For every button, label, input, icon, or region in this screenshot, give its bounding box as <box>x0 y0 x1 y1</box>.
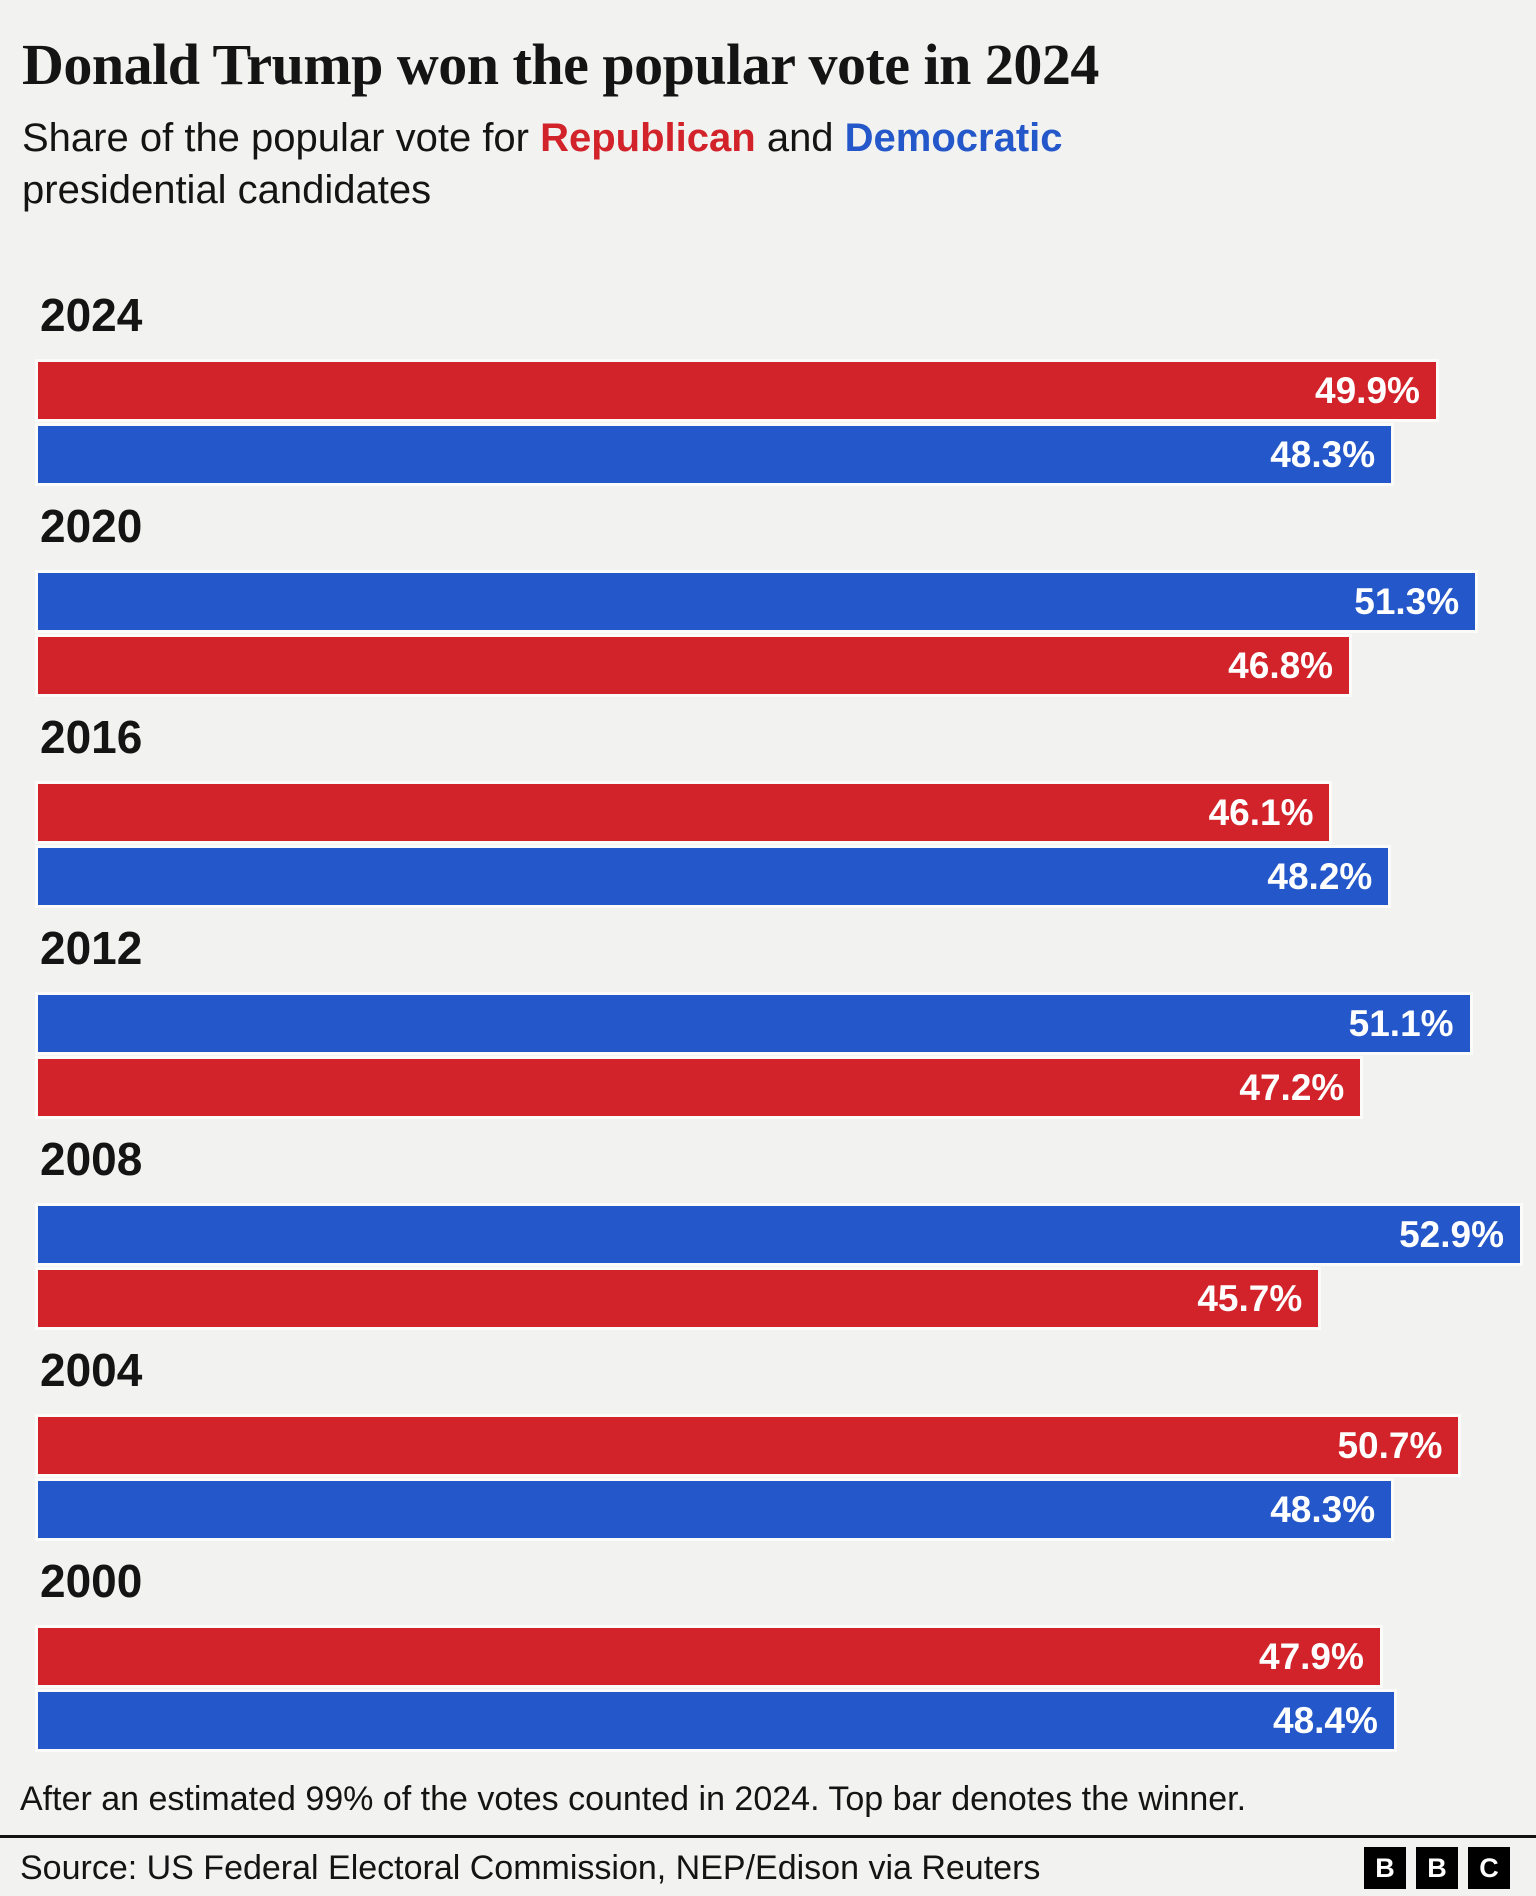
bar-value-label: 47.9% <box>1259 1635 1364 1677</box>
vote-bar: 48.4% <box>38 1692 1394 1749</box>
bar-value-label: 51.1% <box>1348 1002 1454 1044</box>
page-title: Donald Trump won the popular vote in 202… <box>22 32 1099 97</box>
vote-bar: 48.3% <box>38 1481 1392 1538</box>
vote-bar: 51.1% <box>38 995 1470 1052</box>
chart-subtitle: Share of the popular vote for Republican… <box>22 112 1212 216</box>
source-text: Source: US Federal Electoral Commission,… <box>20 1848 1041 1887</box>
subtitle-text: and <box>755 116 845 160</box>
year-label: 2012 <box>40 922 143 974</box>
year-label: 2004 <box>40 1344 143 1396</box>
year-label: 2020 <box>40 500 143 552</box>
bar-value-label: 47.2% <box>1239 1066 1345 1108</box>
bar-value-label: 48.3% <box>1270 1488 1376 1530</box>
bar-value-label: 45.7% <box>1197 1277 1303 1319</box>
year-group-2000: 2000 47.9% 48.4% <box>38 1558 1520 1749</box>
source-bar: Source: US Federal Electoral Commission,… <box>20 1838 1510 1889</box>
year-group-2020: 2020 51.3% 46.8% <box>38 503 1520 694</box>
bar-value-label: 50.7% <box>1337 1424 1443 1466</box>
year-label: 2008 <box>40 1133 143 1185</box>
bar-chart: 2024 49.9% 48.3% 2020 51.3% 46.8% 2016 4… <box>38 292 1520 1749</box>
bar-value-label: 46.8% <box>1228 644 1334 686</box>
vote-bar: 51.3% <box>38 573 1476 630</box>
vote-bar: 52.9% <box>38 1206 1520 1263</box>
year-group-2024: 2024 49.9% 48.3% <box>38 292 1520 483</box>
vote-bar: 50.7% <box>38 1417 1459 1474</box>
year-group-2004: 2004 50.7% 48.3% <box>38 1347 1520 1538</box>
divider-line <box>0 1835 1536 1838</box>
subtitle-text: presidential candidates <box>22 168 432 212</box>
republican-legend-label: Republican <box>540 116 756 160</box>
year-label: 2016 <box>40 711 143 763</box>
subtitle-text: Share of the popular vote for <box>22 116 541 160</box>
chart-footnote: After an estimated 99% of the votes coun… <box>20 1780 1247 1818</box>
vote-bar: 47.9% <box>38 1628 1380 1685</box>
bar-value-label: 49.9% <box>1315 369 1420 411</box>
bbc-logo: B B C <box>1364 1847 1510 1889</box>
vote-bar: 45.7% <box>38 1270 1319 1327</box>
bar-value-label: 46.1% <box>1208 791 1314 833</box>
bar-value-label: 51.3% <box>1354 580 1460 622</box>
vote-bar: 48.3% <box>38 426 1392 483</box>
year-group-2008: 2008 52.9% 45.7% <box>38 1136 1520 1327</box>
vote-bar: 46.1% <box>38 784 1330 841</box>
vote-bar: 46.8% <box>38 637 1350 694</box>
democratic-legend-label: Democratic <box>844 116 1063 160</box>
vote-bar: 48.2% <box>38 848 1389 905</box>
year-label: 2000 <box>40 1555 143 1607</box>
year-label: 2024 <box>40 289 143 341</box>
vote-bar: 47.2% <box>38 1059 1361 1116</box>
bbc-logo-letter-icon: B <box>1416 1847 1458 1889</box>
bbc-logo-letter-icon: B <box>1364 1847 1406 1889</box>
year-group-2016: 2016 46.1% 48.2% <box>38 714 1520 905</box>
bar-value-label: 48.4% <box>1273 1699 1378 1741</box>
bar-value-label: 52.9% <box>1399 1213 1504 1255</box>
year-group-2012: 2012 51.1% 47.2% <box>38 925 1520 1116</box>
bar-value-label: 48.2% <box>1267 855 1373 897</box>
bar-value-label: 48.3% <box>1270 433 1376 475</box>
vote-bar: 49.9% <box>38 362 1436 419</box>
bbc-logo-letter-icon: C <box>1468 1847 1510 1889</box>
